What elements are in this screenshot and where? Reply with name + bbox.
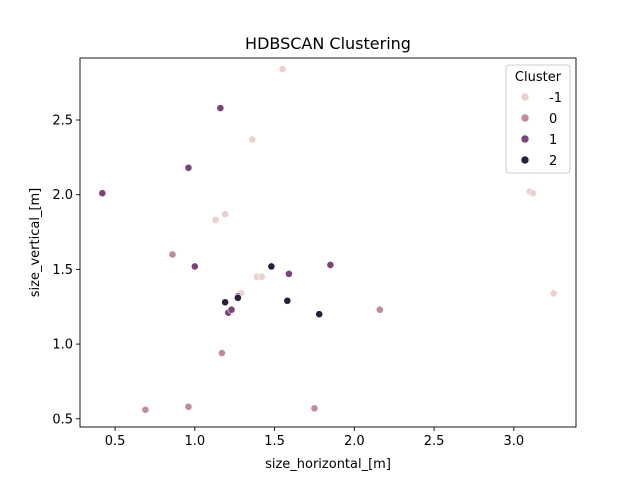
data-point xyxy=(211,216,220,224)
y-tick-label: 0.5 xyxy=(52,412,73,427)
data-point xyxy=(221,298,230,307)
data-point xyxy=(310,404,319,413)
legend-entry-label: 2 xyxy=(549,154,557,169)
data-point xyxy=(267,262,276,271)
y-axis-label: size_vertical_[m] xyxy=(28,188,43,297)
data-point xyxy=(233,293,242,302)
x-tick-label: 2.0 xyxy=(344,434,365,449)
legend-entry-label: 1 xyxy=(549,133,557,148)
data-point xyxy=(285,269,293,278)
x-tick-label: 0.5 xyxy=(105,434,126,449)
y-tick-label: 2.5 xyxy=(52,113,73,128)
x-axis-label: size_horizontal_[m] xyxy=(265,457,391,472)
data-point xyxy=(257,272,266,281)
data-point xyxy=(326,261,335,269)
data-point xyxy=(184,402,193,411)
legend-marker xyxy=(520,134,530,144)
data-points xyxy=(98,65,558,414)
legend-marker xyxy=(520,92,530,102)
legend: Cluster -1 0 1 2 xyxy=(505,64,571,174)
data-point xyxy=(218,349,226,357)
data-point xyxy=(248,135,257,144)
data-point xyxy=(529,189,537,198)
data-point xyxy=(216,104,225,112)
data-point xyxy=(190,262,199,271)
data-point xyxy=(227,305,236,314)
x-tick-label: 1.0 xyxy=(184,434,205,449)
legend-entry-label: -1 xyxy=(549,91,562,106)
legend-entry-label: 0 xyxy=(549,112,557,127)
legend-marker xyxy=(520,113,530,123)
x-tick-label: 2.5 xyxy=(424,434,445,449)
axis-ticks: 0.5 1.0 1.5 2.0 2.5 3.0 0.5 1.0 1.5 2.0 2.5 xyxy=(52,113,524,449)
data-point xyxy=(184,163,193,172)
data-point xyxy=(221,210,230,219)
legend-title: Cluster xyxy=(515,70,562,85)
y-tick-label: 1.0 xyxy=(52,338,73,353)
y-tick-label: 1.5 xyxy=(52,263,73,278)
legend-marker xyxy=(520,155,530,165)
x-tick-label: 1.5 xyxy=(264,434,285,449)
data-point xyxy=(98,189,107,198)
y-tick-label: 2.0 xyxy=(52,188,73,203)
x-tick-label: 3.0 xyxy=(503,434,524,449)
data-point xyxy=(168,250,177,259)
data-point xyxy=(283,296,292,305)
chart-title: HDBSCAN Clustering xyxy=(245,34,411,53)
data-point xyxy=(549,289,558,298)
data-point xyxy=(375,305,384,314)
data-point xyxy=(141,405,150,414)
plot-area-frame xyxy=(79,57,577,428)
legend-frame xyxy=(505,64,571,174)
data-point xyxy=(315,310,324,319)
data-point xyxy=(278,65,287,74)
